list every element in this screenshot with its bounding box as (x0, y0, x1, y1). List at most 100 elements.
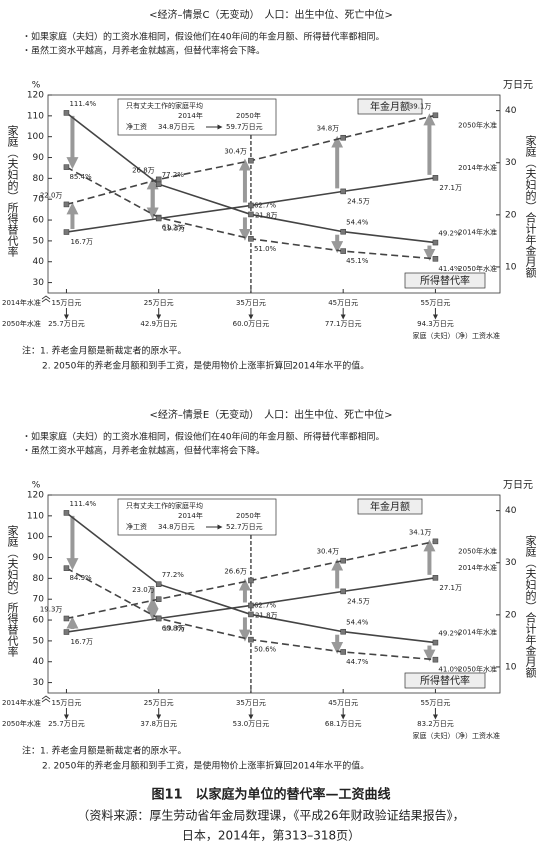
bullet: ・虽然工资水平越高，月养老金就越高，但替代率将会下降。 (22, 445, 265, 457)
series-end-label: 2014年水准 (458, 563, 497, 572)
data-label: 54.4% (346, 619, 369, 627)
annotation-text: 34.8万日元 (158, 123, 195, 131)
y2-tick-label: 10 (505, 662, 517, 672)
point-marker (432, 256, 439, 262)
y2-tick-label: 40 (505, 106, 517, 116)
annotation-text: 2014年 (178, 111, 203, 120)
annotation-text: 2050年 (236, 511, 261, 520)
point-marker (340, 557, 346, 564)
y2-axis-title: 家庭（夫妇的）合计年金月额 (524, 134, 537, 279)
point-marker (63, 629, 70, 635)
y2-tick-label: 10 (505, 262, 517, 272)
y-tick-label: 80 (33, 174, 45, 184)
y-tick-label: 80 (33, 574, 45, 584)
data-label: 34.1万 (409, 528, 432, 536)
note: 2. 2050年的养老金月额和到手工资，是使用物价上涨率折算回2014年水平的值… (42, 360, 369, 372)
data-label: 84.9% (69, 574, 92, 582)
y-tick-label: 60 (33, 216, 45, 226)
series-end-label: 2014年水准 (458, 228, 497, 237)
data-label: 85.4% (69, 173, 92, 181)
x2-tick-label: 83.2万日元 (417, 720, 454, 728)
point-marker (340, 248, 346, 254)
point-marker (63, 615, 70, 622)
plot-frame (47, 494, 501, 694)
data-label: 16.7万 (70, 638, 93, 646)
annotation-text: 2014年 (178, 511, 203, 520)
y-tick-label: 40 (33, 257, 45, 267)
y2-tick-label: 40 (505, 506, 517, 516)
y2-axis-title: 家庭（夫妇的）合计年金月额 (524, 534, 537, 679)
point-marker (63, 229, 70, 235)
y-tick-label: 100 (27, 132, 44, 142)
point-marker (155, 176, 162, 183)
group-label: 年金月额 (370, 100, 410, 113)
y-tick-label: 70 (33, 195, 45, 205)
point-marker (340, 628, 346, 635)
y-tick-label: 120 (27, 91, 44, 101)
data-label: 50.6% (254, 646, 277, 654)
point-marker (155, 215, 162, 222)
point-marker (155, 596, 162, 602)
x2-tick-label: 77.1万日元 (325, 320, 362, 328)
point-marker (248, 157, 254, 164)
x-row-label: 2014年水准 (2, 298, 41, 307)
y2-unit: 万日元 (503, 480, 533, 491)
y-tick-label: 90 (33, 153, 45, 163)
x2-tick-label: 37.8万日元 (140, 720, 177, 728)
annotation-text: 只有丈夫工作的家庭平均 (126, 501, 203, 510)
plot-frame (47, 94, 501, 294)
point-marker (340, 188, 346, 195)
point-marker (248, 636, 254, 643)
data-label: 51.0% (254, 245, 277, 253)
y-axis-title: 家庭（夫妇的）所得替代率 (6, 524, 19, 658)
y-tick-label: 110 (27, 111, 44, 121)
point-marker (340, 588, 346, 595)
annotation-text: 净工资 (126, 522, 147, 531)
bullet: ・虽然工资水平越高，月养老金就越高，但替代率将会下降。 (22, 45, 265, 57)
x2-tick-label: 68.1万日元 (325, 720, 362, 728)
point-marker (432, 639, 439, 646)
y-tick-label: 60 (33, 616, 45, 626)
group-label-box (404, 272, 486, 289)
bullet: ・如果家庭（夫妇）的工资水准相同，假设他们在40年间的年金月额、所得替代率都相同… (22, 431, 384, 443)
y2-tick-label: 20 (505, 610, 517, 620)
point-marker (155, 581, 162, 587)
data-label: 61.2% (162, 224, 185, 232)
data-label: 19.3万 (163, 224, 186, 232)
series-end-label: 2050年水准 (458, 546, 497, 555)
series-end-label: 2050年水准 (458, 264, 497, 273)
group-label-box (357, 98, 423, 115)
x-tick-label: 15万日元 (51, 699, 81, 707)
group-label: 所得替代率 (420, 274, 470, 287)
y-tick-label: 90 (33, 553, 45, 563)
x2-tick-label: 25.7万日元 (48, 720, 85, 728)
y2-tick-label: 20 (505, 210, 517, 220)
data-label: 27.1万 (439, 584, 462, 592)
x-tick-label: 15万日元 (51, 299, 81, 307)
data-label: 77.2% (162, 571, 185, 579)
series-end-label: 2050年水准 (458, 665, 497, 674)
y2-tick-label: 30 (505, 158, 517, 168)
x-tick-label: 25万日元 (144, 299, 174, 307)
y-tick-label: 50 (33, 236, 45, 246)
x-tick-label: 25万日元 (144, 699, 174, 707)
bullet: ・如果家庭（夫妇）的工资水准相同，假设他们在40年间的年金月额、所得替代率都相同… (22, 31, 384, 43)
y-unit: % (32, 81, 41, 91)
y-tick-label: 30 (33, 278, 45, 288)
group-label-box (357, 498, 423, 515)
data-label: 62.7% (254, 601, 277, 609)
point-marker (155, 615, 162, 622)
data-label: 41.4% (438, 265, 461, 273)
series-end-label: 2014年水准 (458, 163, 497, 172)
point-marker (155, 181, 162, 187)
data-label: 30.4万 (317, 548, 340, 556)
group-label-box (404, 672, 486, 689)
y-tick-label: 120 (27, 491, 44, 501)
figure-source: 日本，2014年，第313–318页） (182, 829, 360, 843)
x-axis-title: 家庭（夫妇）（净）工资水准 (413, 331, 501, 340)
point-marker (248, 202, 254, 209)
x-tick-label: 55万日元 (420, 299, 450, 307)
group-label: 所得替代率 (420, 674, 470, 687)
data-label: 54.4% (346, 219, 369, 227)
